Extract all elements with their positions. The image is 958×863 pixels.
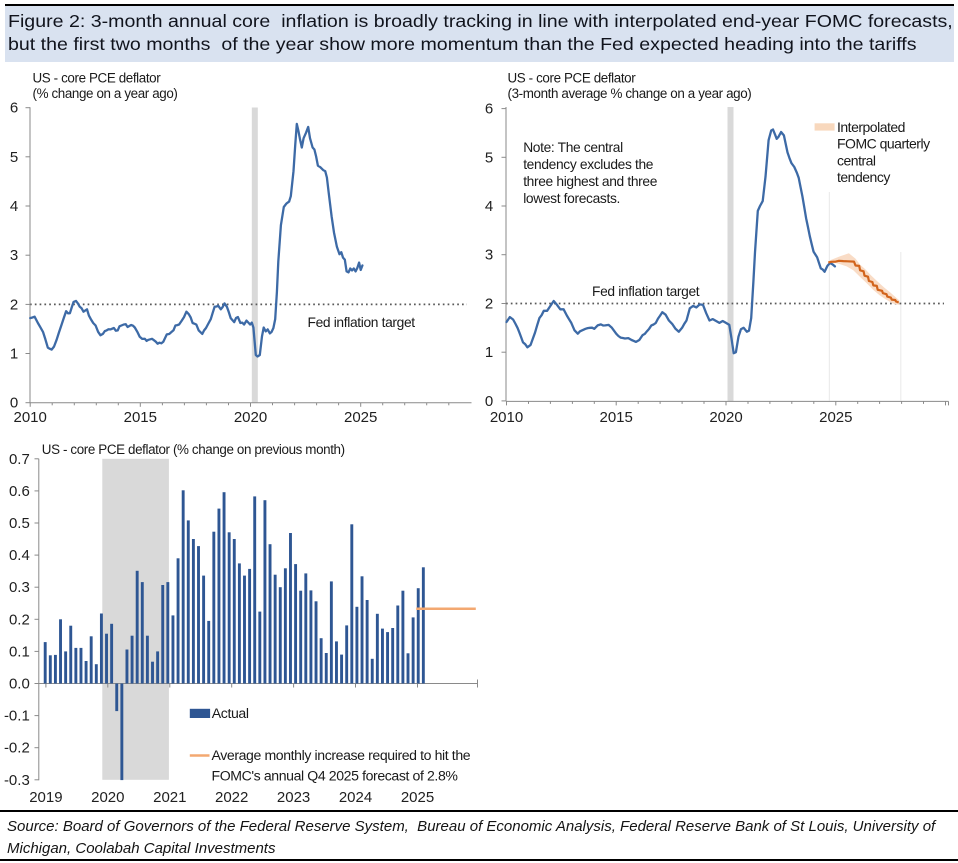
svg-text:US - core PCE deflator: US - core PCE deflator	[33, 71, 162, 86]
svg-text:3: 3	[485, 247, 493, 264]
svg-text:2020: 2020	[234, 409, 267, 426]
svg-text:-0.3: -0.3	[4, 772, 30, 789]
svg-text:Fed inflation target: Fed inflation target	[592, 284, 700, 299]
svg-text:4: 4	[10, 198, 18, 215]
svg-text:0: 0	[10, 395, 18, 412]
svg-text:0.3: 0.3	[9, 579, 30, 596]
svg-text:2015: 2015	[600, 409, 633, 426]
svg-text:2020: 2020	[91, 789, 124, 806]
svg-text:FOMC quarterly: FOMC quarterly	[837, 136, 930, 152]
svg-text:Interpolated: Interpolated	[837, 119, 905, 135]
svg-text:2010: 2010	[14, 409, 47, 426]
svg-text:1: 1	[10, 346, 18, 363]
svg-text:2025: 2025	[344, 409, 377, 426]
svg-text:2024: 2024	[339, 789, 372, 806]
svg-text:0.5: 0.5	[9, 515, 30, 532]
svg-text:2021: 2021	[153, 789, 186, 806]
svg-text:5: 5	[10, 149, 18, 166]
svg-text:-0.2: -0.2	[4, 740, 30, 757]
svg-text:lowest forecasts.: lowest forecasts.	[523, 191, 620, 206]
svg-text:2025: 2025	[819, 409, 852, 426]
svg-text:2023: 2023	[277, 789, 310, 806]
svg-text:2025: 2025	[401, 789, 434, 806]
svg-text:tendency excludes the: tendency excludes the	[523, 157, 654, 172]
svg-text:central: central	[837, 152, 876, 168]
svg-text:0.6: 0.6	[9, 483, 30, 500]
svg-text:0.4: 0.4	[9, 547, 30, 564]
svg-text:three highest and three: three highest and three	[523, 174, 658, 189]
svg-text:Average monthly increase requi: Average monthly increase required to hit…	[212, 747, 471, 763]
svg-text:(% change on a year ago): (% change on a year ago)	[33, 86, 178, 101]
svg-text:FOMC's annual Q4 2025 forecast: FOMC's annual Q4 2025 forecast of 2.8%	[212, 768, 459, 784]
svg-text:4: 4	[485, 198, 493, 215]
svg-text:0.0: 0.0	[9, 676, 30, 693]
svg-text:Actual: Actual	[212, 705, 249, 721]
svg-text:2010: 2010	[490, 409, 523, 426]
svg-text:3: 3	[10, 247, 18, 264]
svg-text:2: 2	[10, 296, 18, 313]
svg-text:2020: 2020	[709, 409, 742, 426]
svg-text:Fed inflation target: Fed inflation target	[308, 315, 416, 330]
svg-text:2015: 2015	[124, 409, 157, 426]
svg-text:6: 6	[485, 101, 493, 118]
svg-text:US - core PCE deflator: US - core PCE deflator	[508, 71, 637, 86]
svg-text:0.1: 0.1	[9, 643, 30, 660]
svg-text:0: 0	[485, 393, 493, 410]
svg-text:Note: The central: Note: The central	[523, 140, 623, 155]
svg-text:5: 5	[485, 149, 493, 166]
svg-text:6: 6	[10, 100, 18, 117]
svg-text:2: 2	[485, 296, 493, 313]
svg-text:1: 1	[485, 344, 493, 361]
svg-text:2022: 2022	[215, 789, 248, 806]
svg-text:0.7: 0.7	[9, 451, 30, 468]
svg-text:(3-month average % change on a: (3-month average % change on a year ago)	[508, 86, 752, 101]
svg-text:tendency: tendency	[837, 169, 890, 185]
svg-text:US - core PCE deflator (% chan: US - core PCE deflator (% change on prev…	[42, 442, 345, 457]
svg-text:0.2: 0.2	[9, 611, 30, 628]
svg-text:2019: 2019	[29, 789, 62, 806]
svg-text:-0.1: -0.1	[4, 708, 30, 725]
